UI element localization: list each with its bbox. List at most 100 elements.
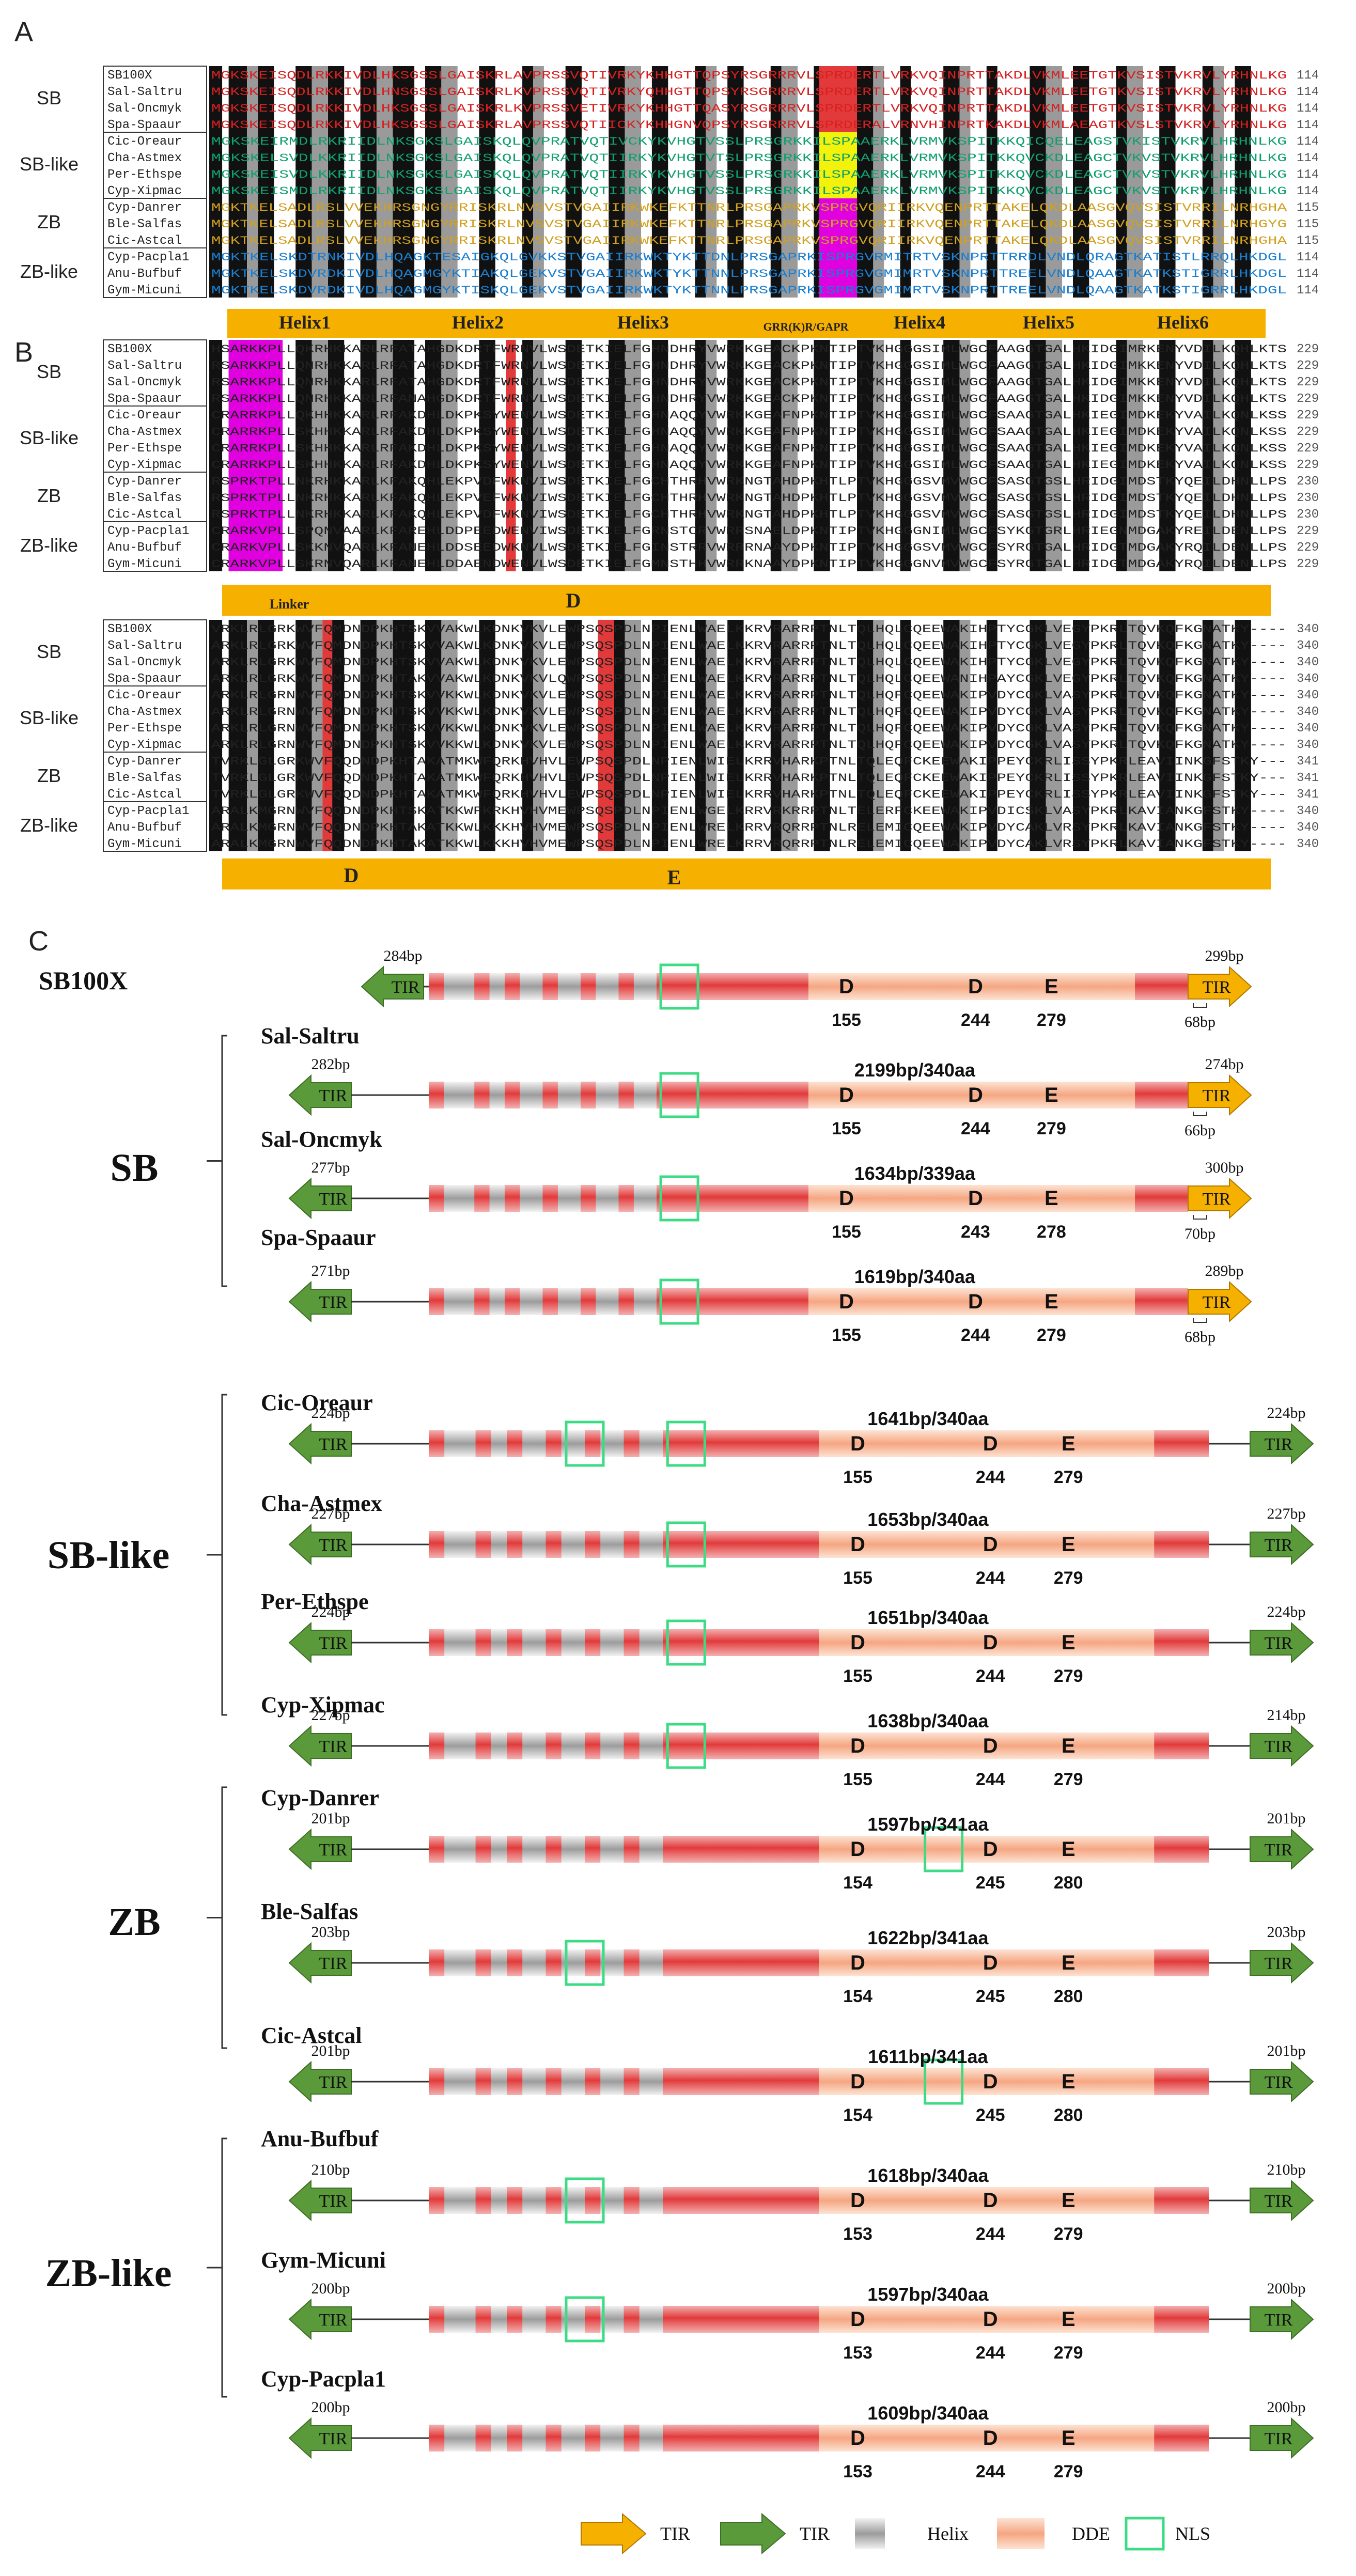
sequence-name: Ble-Salfas: [107, 771, 182, 785]
sequence-name: Anu-Bufbuf: [107, 267, 182, 281]
dde-letter: D: [983, 2070, 998, 2093]
conserved-column: [209, 66, 223, 298]
sequence-name: Cyp-Danrer: [107, 201, 182, 215]
legend-orange-tir-icon: [581, 2512, 647, 2555]
sequence-end-position: 229: [1297, 409, 1319, 423]
dde-letter: E: [1045, 1187, 1058, 1210]
nls-box: [565, 1940, 605, 1986]
conserved-column: [258, 620, 274, 851]
conserved-column: [695, 66, 706, 298]
left-tir-label: TIR: [319, 1190, 348, 1209]
similar-column: [311, 340, 328, 571]
helix-segment: [444, 1836, 476, 1863]
helix-segment: [561, 1629, 585, 1656]
sequence-residues: MGKTKELSADLRSLVVEKHRSGNGYRRISKRLNVSVSTVG…: [211, 201, 1287, 214]
dde-letter: E: [1045, 1290, 1058, 1313]
left-tir-size: 200bp: [311, 2280, 350, 2297]
dde-domain: [808, 973, 1135, 1000]
right-tir-size: 224bp: [1267, 1603, 1306, 1620]
d-label-1: D: [566, 589, 581, 612]
group-label: ZB: [37, 485, 61, 506]
helix-segment: [557, 1082, 581, 1109]
right-tir-size: 299bp: [1205, 947, 1244, 964]
dde-position: 279: [1054, 1467, 1083, 1487]
sequence-end-position: 340: [1297, 622, 1319, 636]
left-tir-size: 227bp: [311, 1505, 350, 1522]
group-label: SB: [37, 361, 61, 382]
extra-length: 68bp: [1184, 1329, 1215, 1346]
construct-11: Cic-Astcal TIR 201bp D 154 D 245 E 280 1611bp/341…: [261, 2023, 1314, 2125]
helix-segment: [444, 1629, 476, 1656]
sequence-residues: HSARKKPLLQKRHKKARLRFATAHGDKDRTFWRNVLWSDE…: [211, 343, 1287, 356]
dde-position: 279: [1054, 1666, 1083, 1686]
sequence-residues: MGKTKELSKDVRDKIVDLHQAGMGYKTISKQLGEKVSTVG…: [211, 284, 1287, 297]
dde-position: 154: [843, 1873, 872, 1893]
conserved-column: [1073, 620, 1089, 851]
sequence-name: Cic-Oreaur: [107, 409, 182, 423]
sequence-end-position: 340: [1297, 804, 1319, 818]
helix-segment: [639, 1629, 663, 1656]
legend-nls-icon: [1125, 2517, 1165, 2551]
helix-segment: [444, 1082, 475, 1109]
conserved-column: [1116, 340, 1127, 571]
conserved-column: [1235, 66, 1251, 298]
sequence-end-position: 114: [1297, 168, 1319, 182]
motif-e: [598, 620, 614, 851]
sequence-residues: RSARKKPLLQNRHKKARLRFANAHGDKDRTFWRNVLWSDE…: [211, 393, 1287, 405]
helix-segment: [444, 2187, 476, 2214]
construct-5: Cic-Oreaur TIR 224bp D 155 D 244 E 279 1641bp/340…: [261, 1390, 1314, 1487]
sequence-name: Gym-Micuni: [107, 557, 182, 571]
left-tir-label: TIR: [319, 1840, 348, 1860]
conserved-column: [328, 340, 345, 571]
group-label: SB: [37, 87, 61, 108]
conserved-column: [727, 66, 744, 298]
similar-column: [706, 340, 717, 571]
construct-name: Cic-Oreaur: [261, 1390, 373, 1415]
sequence-name: SB100X: [107, 342, 152, 356]
linker-label: Linker: [270, 597, 309, 612]
conserved-column: [986, 66, 997, 298]
extra-bracket: [1193, 1003, 1207, 1008]
construct-4: Spa-Spaaur TIR 271bp D 155 D 244 E 279 1619bp/340…: [261, 1225, 1252, 1346]
conserved-column: [1030, 620, 1046, 851]
conserved-column: [295, 340, 312, 571]
dde-letter: D: [983, 2308, 998, 2331]
construct-length: 1651bp/340aa: [867, 1607, 989, 1628]
sequence-end-position: 229: [1297, 342, 1319, 356]
sequence-end-position: 229: [1297, 376, 1319, 389]
right-tir-arrow: [1250, 2417, 1314, 2459]
helix-segment: [489, 973, 505, 1000]
construct-name: Sal-Oncmyk: [261, 1127, 382, 1152]
similar-column: [781, 66, 798, 298]
similar-column: [873, 620, 884, 851]
sequence-name: Sal-Oncmyk: [107, 376, 182, 389]
helix-segment: [639, 2068, 663, 2095]
sequence-name: Per-Ethspe: [107, 442, 182, 456]
sequence-residues: ARALKMGRNWVFQQDNDPKHTAKATKKWLKKKHVHVMEWP…: [211, 838, 1287, 851]
conserved-column: [360, 620, 377, 851]
sequence-residues: RSARKKPLLQNRHKKARLRFATAHGDKDRTFWRNVLWSDE…: [211, 376, 1287, 389]
right-tir-label: TIR: [1203, 978, 1231, 997]
sequence-residues: MGKTKELSADLRSLVVEKHRSGNGYRRISKRLNVSVSTVG…: [211, 235, 1287, 247]
helix-segment: [444, 1531, 476, 1558]
dde-domain: [819, 2068, 1155, 2095]
helix-segment: [489, 1288, 505, 1315]
helix-segment: [600, 1629, 624, 1656]
conserved-column: [1073, 66, 1089, 298]
similar-column: [1213, 340, 1224, 571]
dde-position: 244: [976, 1568, 1005, 1588]
dde-letter: D: [839, 1084, 854, 1106]
left-tir-size: 284bp: [384, 947, 423, 964]
construct-length: 1634bp/339aa: [854, 1163, 976, 1184]
helix-label-2: Helix2: [452, 312, 504, 333]
dde-letter: D: [839, 975, 854, 998]
helix-segment: [596, 973, 619, 1000]
sequence-residues: RSPRKTPLLNKRHKKARLKFAKQHLEKPVDFWKNVIWSDE…: [211, 475, 1287, 488]
helix-segment: [491, 2425, 507, 2452]
name-box: [103, 521, 207, 572]
conserved-column: [522, 620, 533, 851]
sequence-end-position: 114: [1297, 251, 1319, 264]
sequence-name: Cyp-Xipmac: [107, 738, 182, 752]
group-title-4: ZB-like: [45, 2252, 172, 2295]
left-tir-size: 224bp: [311, 1603, 350, 1620]
